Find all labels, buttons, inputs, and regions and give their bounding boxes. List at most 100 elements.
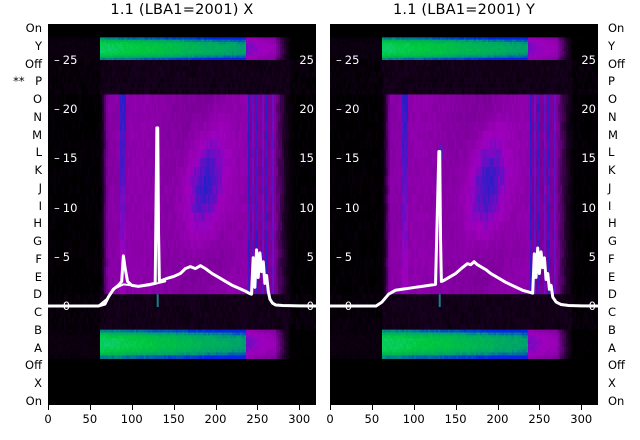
x-tick-label: 0 [44, 412, 52, 426]
category-label-on: On [25, 394, 42, 408]
y-tick-label-left: –10 [336, 200, 360, 215]
x-tick-mark [257, 405, 259, 410]
category-label-k: K [34, 163, 42, 178]
y-tick-label-right: 10 [299, 200, 314, 215]
y-tick-label-left: –15 [336, 151, 360, 166]
category-label-a: A [34, 340, 42, 355]
panel-title-x: 1.1 (LBA1=2001) X [110, 2, 254, 18]
x-axis-right: 0 50 100 150 200 250 300 [326, 405, 598, 439]
y-tick-label-right: 15 [581, 151, 596, 166]
y-tick-label-right: 10 [581, 200, 596, 215]
y-tick-label-left: –10 [54, 200, 78, 215]
category-label-p: ** P [13, 74, 42, 89]
panel-title-y: 1.1 (LBA1=2001) Y [392, 2, 536, 18]
y-tick-label-right: 25 [299, 53, 314, 67]
amplitude-trace-y [330, 145, 598, 308]
y-tick-label-left: –25 [54, 53, 78, 67]
category-label-m: M [608, 127, 618, 142]
right-category-axis: On Y Off P O N M L K J I H G F E D C B A Off X On [604, 21, 640, 408]
y-tick-label-left: –15 [54, 151, 78, 166]
x-tick-label: 50 [82, 412, 98, 426]
category-label-b: B [34, 322, 42, 337]
category-label-c: C [608, 305, 617, 320]
category-label-i: I [38, 198, 42, 213]
category-label-off: Off [608, 358, 625, 373]
x-tick-mark [581, 405, 583, 410]
x-tick-mark [89, 405, 91, 410]
category-label-g: G [33, 234, 42, 249]
x-tick-label: 300 [570, 412, 593, 426]
category-label-g: G [608, 234, 617, 249]
x-tick-label: 50 [364, 412, 380, 426]
x-tick-mark [131, 405, 133, 410]
category-label-off: Off [608, 56, 625, 71]
y-tick-label-right: 5 [588, 249, 596, 264]
y-tick-label-right: 0 [588, 299, 596, 313]
x-tick-mark [371, 405, 373, 410]
category-label-j: J [38, 180, 42, 195]
x-tick-label: 200 [204, 412, 227, 426]
y-tick-label-left: –25 [336, 53, 360, 67]
category-label-p: P [608, 74, 615, 89]
category-label-d: D [33, 287, 42, 302]
y-tick-label-right: 5 [306, 249, 314, 264]
category-label-x: X [34, 376, 42, 391]
y-tick-label-right: 25 [581, 53, 596, 67]
category-label-n: N [33, 109, 42, 124]
category-label-on: On [608, 21, 625, 35]
category-label-off: Off [25, 358, 42, 373]
x-tick-mark [299, 405, 301, 410]
category-label-l: L [608, 145, 615, 160]
category-label-a: A [608, 340, 616, 355]
y-tick-label-left: –0 [54, 299, 71, 313]
y-tick-label-right: 20 [299, 102, 314, 117]
spectrogram-panel-x[interactable]: –0 0 –5 5 –10 10 –15 15 –20 20 –25 25 [48, 24, 316, 405]
category-label-on: On [25, 21, 42, 35]
x-tick-label: 150 [162, 412, 185, 426]
category-label-o: O [608, 92, 618, 107]
x-tick-mark [48, 405, 49, 410]
category-label-e: E [608, 269, 616, 284]
spectrogram-panel-y[interactable]: –0 0 –5 5 –10 10 –15 15 –20 20 –25 25 [330, 24, 598, 405]
y-tick-label-right: 20 [581, 102, 596, 117]
x-tick-label: 0 [326, 412, 334, 426]
category-label-o: O [32, 92, 42, 107]
category-label-f: F [608, 251, 615, 266]
category-label-f: F [35, 251, 42, 266]
spectrogram-image-y [330, 37, 598, 359]
y-tick-label-right: 0 [306, 299, 314, 313]
y-tick-label-right: 15 [299, 151, 314, 166]
category-label-c: C [33, 305, 42, 320]
category-label-on: On [608, 394, 625, 408]
x-tick-mark [497, 405, 499, 410]
category-label-b: B [608, 322, 616, 337]
x-tick-mark [215, 405, 217, 410]
x-axis-left: 0 50 100 150 200 250 300 [44, 405, 316, 439]
x-tick-label: 250 [528, 412, 551, 426]
x-tick-label: 300 [288, 412, 311, 426]
x-tick-label: 100 [402, 412, 425, 426]
y-tick-label-left: –5 [336, 249, 353, 264]
y-tick-label-left: –0 [336, 299, 353, 313]
flag-asterisk-icon: ** [13, 74, 25, 89]
category-label-m: M [32, 127, 42, 142]
category-label-l: L [35, 145, 42, 160]
category-label-j: J [608, 180, 612, 195]
x-tick-mark [173, 405, 175, 410]
category-label-h: H [608, 216, 617, 231]
category-label-h: H [33, 216, 42, 231]
category-label-x: X [608, 376, 616, 391]
amplitude-trace-x [48, 126, 316, 308]
x-tick-mark [330, 405, 331, 410]
spectrogram-image-x [48, 37, 316, 359]
x-tick-mark [413, 405, 415, 410]
left-category-axis: On Y Off ** P O N M L K J I H G F E D C B A Off X On [0, 21, 46, 408]
category-label-y: Y [34, 38, 42, 53]
x-tick-label: 200 [486, 412, 509, 426]
x-tick-label: 250 [246, 412, 269, 426]
category-label-e: E [34, 269, 42, 284]
category-label-d: D [608, 287, 617, 302]
x-tick-mark [539, 405, 541, 410]
category-label-off: Off [25, 56, 42, 71]
